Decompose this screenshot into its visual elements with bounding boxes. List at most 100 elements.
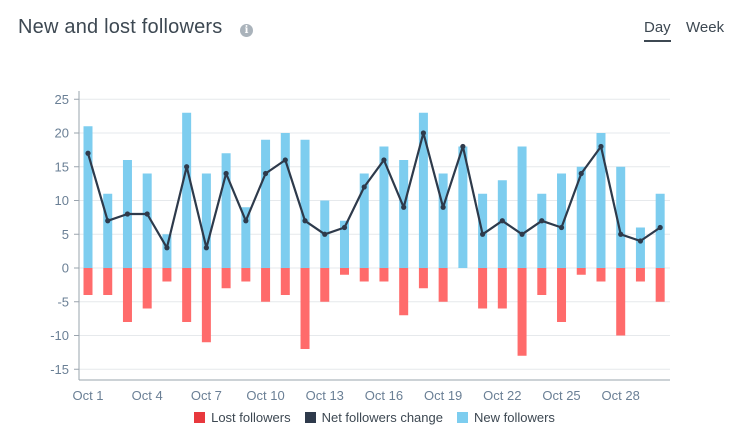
new-followers-bar xyxy=(458,146,468,268)
lost-followers-bar xyxy=(221,268,231,289)
net-followers-point xyxy=(203,245,209,251)
new-followers-bar xyxy=(201,173,211,268)
lost-followers-bar xyxy=(399,268,409,316)
lost-followers-bar xyxy=(379,268,389,282)
new-followers-bar xyxy=(596,133,606,268)
x-tick-label: Oct 28 xyxy=(602,388,640,400)
lost-followers-bar xyxy=(478,268,488,309)
new-followers-bar xyxy=(379,146,389,268)
net-followers-point xyxy=(243,218,249,224)
y-tick-label: 5 xyxy=(62,227,69,242)
lost-followers-bar xyxy=(359,268,369,282)
lost-followers-bar xyxy=(103,268,113,295)
new-followers-bar xyxy=(438,173,448,268)
new-followers-bar xyxy=(221,153,231,268)
net-followers-point xyxy=(282,157,288,163)
net-followers-point xyxy=(499,218,505,224)
net-followers-point xyxy=(401,204,407,210)
lost-followers-bar xyxy=(418,268,428,289)
y-tick-label: 15 xyxy=(55,159,69,174)
net-followers-point xyxy=(618,231,624,237)
legend-item-net[interactable]: Net followers change xyxy=(304,410,443,425)
tab-week[interactable]: Week xyxy=(686,19,725,36)
x-tick-label: Oct 25 xyxy=(542,388,580,400)
info-icon[interactable]: i xyxy=(240,24,253,37)
new-followers-bar xyxy=(497,180,507,268)
y-tick-label: -10 xyxy=(50,328,69,343)
net-followers-point xyxy=(598,143,604,150)
lost-followers-bar xyxy=(576,268,586,275)
net-followers-point xyxy=(558,224,565,231)
net-followers-point xyxy=(420,130,427,136)
new-followers-bar xyxy=(182,112,192,268)
new-followers-bar xyxy=(399,160,409,268)
x-tick-label: Oct 22 xyxy=(483,388,521,400)
net-followers-point xyxy=(539,218,545,224)
net-followers-point xyxy=(519,231,525,237)
net-followers-point xyxy=(440,204,446,210)
lost-followers-bar xyxy=(201,268,211,343)
tab-day[interactable]: Day xyxy=(644,19,671,42)
new-followers-bar xyxy=(142,173,152,268)
net-followers-line xyxy=(86,131,661,249)
lost-followers-bar xyxy=(557,268,567,322)
new-followers-bar xyxy=(162,234,172,268)
lost-followers-bar xyxy=(261,268,271,302)
legend-label-new: New followers xyxy=(473,410,555,425)
lost-followers-bar xyxy=(655,268,665,302)
net-followers-point xyxy=(637,238,644,244)
lost-followers-bar xyxy=(182,268,192,322)
legend-label-net: Net followers change xyxy=(321,410,443,425)
x-tick-label: Oct 16 xyxy=(365,388,403,400)
lost-followers-bar xyxy=(497,268,507,309)
y-tick-label: 25 xyxy=(55,92,69,107)
net-followers-point xyxy=(361,184,367,190)
legend: Lost followers Net followers change New … xyxy=(0,410,749,425)
net-followers-point xyxy=(105,218,111,224)
x-tick-label: Oct 1 xyxy=(72,388,103,400)
y-tick-label: -15 xyxy=(50,362,69,377)
net-followers-point xyxy=(85,150,91,156)
lost-followers-bar xyxy=(83,268,93,295)
net-followers-point xyxy=(262,170,269,177)
y-tick-label: 0 xyxy=(62,261,69,276)
new-followers-bar xyxy=(339,220,349,268)
net-followers-point xyxy=(184,164,190,170)
new-followers-bar xyxy=(280,133,290,268)
lost-followers-bar xyxy=(537,268,547,295)
net-followers-point xyxy=(341,224,348,231)
lost-followers-bar xyxy=(339,268,349,275)
lost-followers-bar xyxy=(517,268,527,356)
new-followers-bar xyxy=(261,139,271,268)
legend-item-lost[interactable]: Lost followers xyxy=(194,410,291,425)
new-followers-bar xyxy=(241,207,251,268)
lost-followers-bar xyxy=(162,268,172,282)
y-tick-label: 20 xyxy=(55,126,69,141)
lost-followers-bar xyxy=(122,268,132,322)
net-followers-point xyxy=(322,231,328,237)
lost-followers-bar xyxy=(300,268,310,349)
net-followers-point xyxy=(302,218,308,224)
legend-swatch-new xyxy=(456,412,468,423)
net-followers-point xyxy=(657,224,663,231)
new-followers-bar xyxy=(537,193,547,268)
new-followers-bar xyxy=(359,173,369,268)
new-followers-bar xyxy=(103,193,113,268)
x-tick-label: Oct 13 xyxy=(306,388,344,400)
new-followers-bar xyxy=(300,139,310,268)
new-followers-bar xyxy=(83,126,93,268)
y-tick-label: -5 xyxy=(57,294,69,309)
lost-followers-bar xyxy=(616,268,626,336)
new-followers-bar xyxy=(517,146,527,268)
new-followers-bar xyxy=(557,173,567,268)
legend-label-lost: Lost followers xyxy=(211,410,291,425)
new-followers-bar xyxy=(418,112,428,268)
legend-item-new[interactable]: New followers xyxy=(456,410,555,425)
lost-followers-bar xyxy=(635,268,645,282)
y-tick-label: 10 xyxy=(55,193,69,208)
net-followers-point xyxy=(144,211,150,217)
x-tick-label: Oct 10 xyxy=(246,388,284,400)
legend-swatch-lost xyxy=(194,412,206,423)
net-followers-point xyxy=(480,231,486,237)
